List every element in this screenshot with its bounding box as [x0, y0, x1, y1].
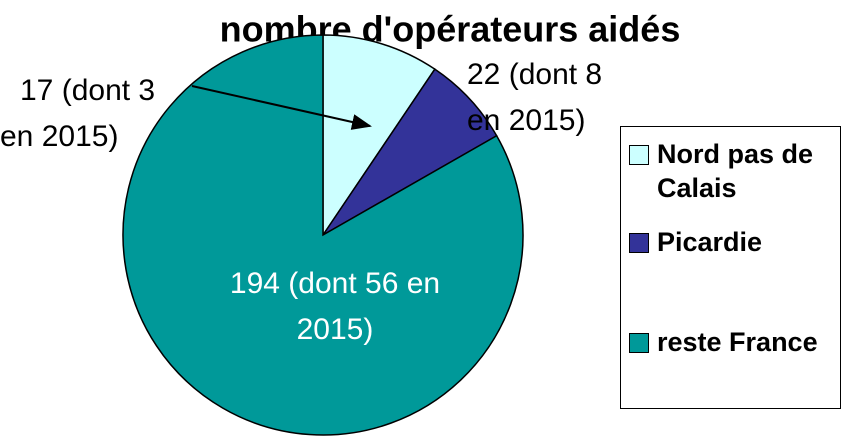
legend-label: reste France — [657, 327, 818, 357]
legend-swatch — [629, 145, 649, 165]
legend-swatch — [629, 333, 649, 353]
data-label: 2015) — [297, 313, 374, 346]
legend-label: Picardie — [657, 227, 763, 257]
legend-item: Picardie — [629, 225, 839, 259]
legend-swatch — [629, 233, 649, 253]
data-label: 194 (dont 56 en — [230, 267, 440, 300]
legend-label: Nord pas de Calais — [657, 139, 814, 203]
pie-slice — [122, 34, 524, 436]
legend-item: Nord pas de Calais — [629, 137, 839, 205]
data-label: 17 (dont 3 — [20, 74, 155, 107]
data-label: en 2015) — [467, 104, 585, 137]
data-label: en 2015) — [0, 120, 118, 153]
arrow — [191, 85, 372, 130]
legend: Nord pas de Calais Picardie reste France — [620, 126, 841, 409]
data-label: 22 (dont 8 — [467, 58, 602, 91]
pie — [122, 34, 524, 436]
legend-item: reste France — [629, 325, 839, 359]
pie-slice — [322, 34, 436, 238]
